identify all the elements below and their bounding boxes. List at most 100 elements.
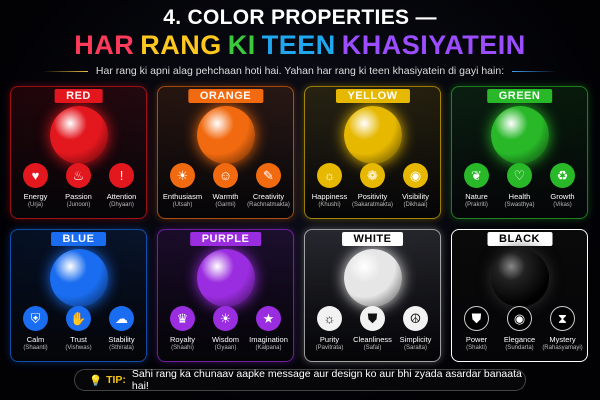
property-hindi: (Urja) — [28, 202, 43, 208]
exclamation-icon: ! — [109, 163, 134, 188]
property-item: ⛨ Calm (Shaanti) — [14, 306, 57, 351]
property-hindi: (Dikhaai) — [403, 202, 428, 208]
property-hindi: (Gyaan) — [214, 345, 237, 351]
tip-label: TIP: — [106, 374, 126, 386]
property-hindi: (Dhyaan) — [109, 202, 134, 208]
color-card-green: GREEN ❦ Nature (Prakriti) ♡ Health (Swas… — [451, 86, 588, 219]
property-hindi: (Pavitrata) — [315, 345, 344, 351]
property-item: ☀ Enthusiasm (Utsah) — [161, 163, 204, 208]
property-hindi: (Vikas) — [553, 202, 572, 208]
color-label: RED — [54, 89, 103, 103]
subtitle-word: KI — [227, 30, 256, 60]
color-card-red: RED ♥ Energy (Urja) ♨ Passion (Junoon) !… — [10, 86, 147, 219]
property-item: ☀ Wisdom (Gyaan) — [204, 306, 247, 351]
color-sphere — [196, 106, 255, 164]
description: Har rang ki apni alag pehchaan hoti hai.… — [0, 65, 600, 77]
shield-icon: ⛊ — [360, 306, 385, 331]
property-label: Attention — [106, 192, 137, 201]
property-item: ❁ Positivity (Sakaratmakta) — [351, 163, 394, 208]
property-item: ☼ Happiness (Khushi) — [308, 163, 351, 208]
color-sphere — [49, 106, 108, 164]
property-hindi: (Khushi) — [318, 202, 341, 208]
subtitle-word: KHASIYATEIN — [341, 30, 526, 60]
property-hindi: (Swasthya) — [504, 202, 535, 208]
property-list: ☀ Enthusiasm (Utsah) ☺ Warmth (Garmi) ✎ … — [158, 163, 293, 208]
property-label: Simplicity — [399, 335, 432, 344]
recycle-icon: ♻ — [550, 163, 575, 188]
property-item: ♡ Health (Swasthya) — [498, 163, 541, 208]
brain-icon: ❁ — [360, 163, 385, 188]
star-icon: ★ — [256, 306, 281, 331]
property-hindi: (Sundarta) — [505, 345, 534, 351]
heart-pulse-icon: ♡ — [507, 163, 532, 188]
property-hindi: (Sakaratmakta) — [351, 202, 393, 208]
property-item: ◉ Elegance (Sundarta) — [498, 306, 541, 351]
property-label: Elegance — [503, 335, 536, 344]
property-item: ⛊ Power (Shakti) — [455, 306, 498, 351]
shield-icon: ⛨ — [23, 306, 48, 331]
property-item: ♥ Energy (Urja) — [14, 163, 57, 208]
page-subtitle: HAR RANG KI TEEN KHASIYATEIN — [0, 30, 600, 61]
property-label: Nature — [465, 192, 488, 201]
property-hindi: (Garmi) — [215, 202, 236, 208]
property-list: ⛊ Power (Shakti) ◉ Elegance (Sundarta) ⧗… — [452, 306, 587, 351]
pencil-ruler-icon: ✎ — [256, 163, 281, 188]
property-hindi: (Junoon) — [66, 202, 91, 208]
sun-icon: ☼ — [317, 306, 342, 331]
property-item: ✎ Creativity (Rachnatmakta) — [247, 163, 290, 208]
property-list: ⛨ Calm (Shaanti) ✋ Trust (Vishwas) ☁ Sta… — [11, 306, 146, 351]
property-hindi: (Utsah) — [172, 202, 193, 208]
smiley-icon: ☺ — [213, 163, 238, 188]
property-item: ⧗ Mystery (Rahasyamayi) — [541, 306, 584, 351]
property-label: Stability — [108, 335, 135, 344]
property-hindi: (Kalpana) — [255, 345, 282, 351]
property-hindi: (Rahasyamayi) — [542, 345, 583, 351]
property-label: Mystery — [549, 335, 576, 344]
subtitle-word: RANG — [140, 30, 222, 60]
property-item: ⛊ Cleanliness (Safai) — [351, 306, 394, 351]
shield-icon: ⛊ — [464, 306, 489, 331]
property-item: ☁ Stability (Sthirata) — [100, 306, 143, 351]
hourglass-icon: ⧗ — [550, 306, 575, 331]
cloud-icon: ☁ — [109, 306, 134, 331]
peace-icon: ☮ — [403, 306, 428, 331]
color-sphere — [196, 249, 255, 307]
color-label: ORANGE — [187, 89, 264, 103]
property-label: Health — [508, 192, 531, 201]
property-list: ☼ Purity (Pavitrata) ⛊ Cleanliness (Safa… — [305, 306, 440, 351]
color-label: GREEN — [486, 89, 553, 103]
color-sphere — [343, 106, 402, 164]
property-hindi: (Shaanti) — [23, 345, 48, 351]
tip-banner: 💡 TIP: Sahi rang ka chunaav aapke messag… — [74, 368, 526, 392]
property-item: ♻ Growth (Vikas) — [541, 163, 584, 208]
property-hindi: (Vishwas) — [65, 345, 92, 351]
property-hindi: (Shaahi) — [171, 345, 194, 351]
tip-text: Sahi rang ka chunaav aapke message aur d… — [131, 368, 522, 392]
heart-icon: ♥ — [23, 163, 48, 188]
color-card-purple: PURPLE ♛ Royalty (Shaahi) ☀ Wisdom (Gyaa… — [157, 229, 294, 362]
color-sphere — [490, 249, 549, 307]
color-label: YELLOW — [335, 89, 410, 103]
property-label: Warmth — [212, 192, 239, 201]
subtitle-word: HAR — [74, 30, 135, 60]
property-item: ! Attention (Dhyaan) — [100, 163, 143, 208]
property-label: Enthusiasm — [162, 192, 203, 201]
property-item: ♛ Royalty (Shaahi) — [161, 306, 204, 351]
lightbulb-icon: ☀ — [170, 163, 195, 188]
color-label: BLACK — [487, 232, 552, 246]
property-label: Purity — [319, 335, 340, 344]
property-item: ★ Imagination (Kalpana) — [247, 306, 290, 351]
property-hindi: (Saralta) — [403, 345, 427, 351]
eye-icon: ◉ — [507, 306, 532, 331]
color-sphere — [490, 106, 549, 164]
property-item: ❦ Nature (Prakriti) — [455, 163, 498, 208]
property-label: Trust — [70, 335, 87, 344]
property-label: Positivity — [357, 192, 388, 201]
property-list: ♛ Royalty (Shaahi) ☀ Wisdom (Gyaan) ★ Im… — [158, 306, 293, 351]
lightbulb-icon: 💡 — [89, 374, 103, 387]
property-label: Calm — [26, 335, 45, 344]
property-list: ♥ Energy (Urja) ♨ Passion (Junoon) ! Att… — [11, 163, 146, 208]
color-card-white: WHITE ☼ Purity (Pavitrata) ⛊ Cleanliness… — [304, 229, 441, 362]
property-label: Growth — [550, 192, 575, 201]
property-item: ☮ Simplicity (Saralta) — [394, 306, 437, 351]
